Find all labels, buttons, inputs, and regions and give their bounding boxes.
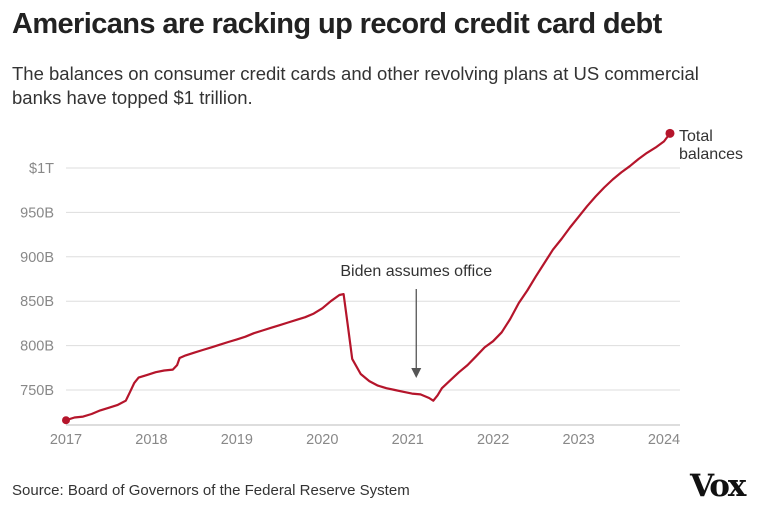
- annotation-label: Biden assumes office: [340, 263, 492, 280]
- y-tick-label: 800B: [20, 339, 54, 355]
- series-line-total-balances: [65, 132, 671, 422]
- chart-title: Americans are racking up record credit c…: [12, 8, 662, 40]
- y-tick-labels: 750B 800B 850B 900B 950B $1T: [20, 161, 54, 399]
- series-label-total-balances: balances: [679, 146, 743, 163]
- y-tick-label: 900B: [20, 250, 54, 266]
- annotation-arrow-head: [411, 368, 422, 378]
- series-end-point: [665, 128, 675, 138]
- series-label-total-balances: Total: [679, 128, 713, 145]
- y-tick-label: 750B: [20, 383, 54, 399]
- grid-layer: [66, 167, 680, 426]
- source-note: Source: Board of Governors of the Federa…: [12, 482, 410, 499]
- y-tick-label: $1T: [29, 161, 54, 177]
- x-tick-label: 2022: [477, 432, 509, 448]
- x-tick-label: 2023: [562, 432, 594, 448]
- y-tick-label: 950B: [20, 205, 54, 221]
- x-tick-label: 2021: [392, 432, 424, 448]
- x-tick-label: 2020: [306, 432, 338, 448]
- chart-subtitle: The balances on consumer credit cards an…: [12, 63, 699, 108]
- x-tick-label: 2019: [221, 432, 253, 448]
- vox-logo: Vox: [690, 468, 746, 504]
- series-start-point: [62, 416, 70, 425]
- y-tick-label: 850B: [20, 294, 54, 310]
- x-tick-labels: 2017 2018 2019 2020 2021 2022 2023 2024: [50, 432, 680, 448]
- x-tick-label: 2024: [648, 432, 680, 448]
- x-tick-label: 2018: [135, 432, 167, 448]
- annotation-layer: Biden assumes office: [340, 263, 492, 378]
- x-tick-label: 2017: [50, 432, 82, 448]
